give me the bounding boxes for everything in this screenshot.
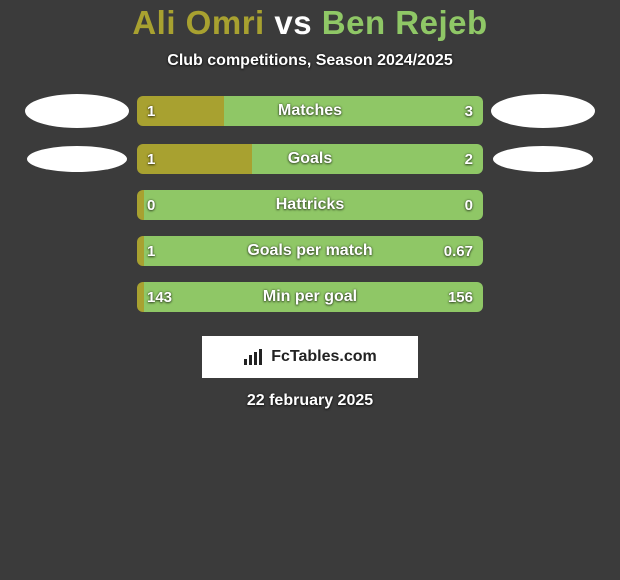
title-player2: Ben Rejeb (322, 4, 488, 41)
player1-badge-slot (17, 146, 137, 172)
bar-left-fill (137, 144, 252, 174)
bar-right-fill (252, 144, 483, 174)
stat-bar: 1 0.67 Goals per match (137, 236, 483, 266)
stat-row: 1 2 Goals (0, 144, 620, 174)
bar-chart-icon (243, 348, 265, 366)
bar-left-fill (137, 282, 144, 312)
bar-right-fill (224, 96, 484, 126)
bar-left-fill (137, 236, 144, 266)
stat-bar: 1 2 Goals (137, 144, 483, 174)
stat-bar: 143 156 Min per goal (137, 282, 483, 312)
player2-badge-slot (483, 146, 603, 172)
stat-row: 0 0 Hattricks (0, 190, 620, 220)
player1-badge-icon (25, 94, 129, 128)
player2-badge-icon (493, 146, 593, 172)
player2-badge-icon (491, 94, 595, 128)
subtitle: Club competitions, Season 2024/2025 (167, 52, 452, 70)
page-title: Ali Omri vs Ben Rejeb (132, 4, 487, 42)
attribution-text: FcTables.com (271, 348, 377, 366)
bar-left-fill (137, 190, 144, 220)
player1-badge-slot (17, 94, 137, 128)
comparison-page: Ali Omri vs Ben Rejeb Club competitions,… (0, 0, 620, 580)
bar-right-fill (144, 236, 483, 266)
stat-row: 1 3 Matches (0, 94, 620, 128)
bar-left-fill (137, 96, 224, 126)
date-text: 22 february 2025 (247, 392, 373, 410)
stat-row: 1 0.67 Goals per match (0, 236, 620, 266)
bar-right-fill (144, 282, 483, 312)
stat-row: 143 156 Min per goal (0, 282, 620, 312)
bar-right-fill (144, 190, 483, 220)
stat-bar: 1 3 Matches (137, 96, 483, 126)
title-vs: vs (274, 4, 312, 41)
player1-badge-icon (27, 146, 127, 172)
attribution: FcTables.com (202, 336, 418, 378)
stat-bar: 0 0 Hattricks (137, 190, 483, 220)
player2-badge-slot (483, 94, 603, 128)
title-player1: Ali Omri (132, 4, 264, 41)
